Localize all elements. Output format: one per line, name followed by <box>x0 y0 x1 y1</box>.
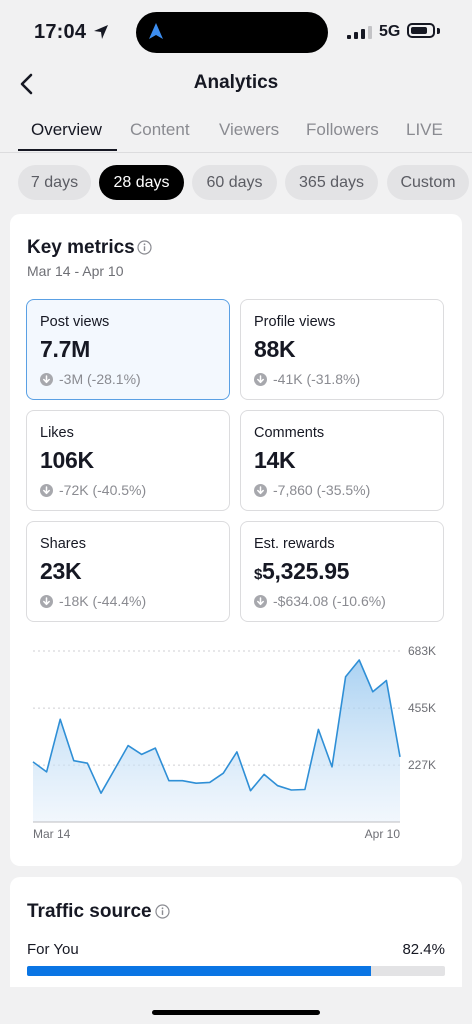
home-indicator[interactable] <box>152 1010 320 1015</box>
traffic-source-title: Traffic source <box>27 901 152 922</box>
key-metrics-title: Key metrics <box>27 237 135 258</box>
arrow-down-circle-icon <box>40 594 53 608</box>
location-arrow-icon <box>94 25 108 39</box>
chart-x-tick-label: Apr 10 <box>365 827 401 841</box>
metric-change-text: -7,860 (-35.5%) <box>273 482 371 498</box>
info-icon[interactable] <box>155 904 170 919</box>
metric-label: Profile views <box>254 314 336 330</box>
active-tab-indicator <box>18 149 117 151</box>
chart-area-fill <box>33 660 400 822</box>
traffic-progress-bar <box>27 966 445 976</box>
metric-tile-likes[interactable]: Likes 106K -72K (-40.5%) <box>26 410 230 511</box>
status-bar: 17:04 5G <box>0 0 472 62</box>
metric-tile-post-views[interactable]: Post views 7.7M -3M (-28.1%) <box>26 299 230 400</box>
chart-y-tick-label: 227K <box>408 758 436 772</box>
currency-symbol: $ <box>254 566 263 583</box>
post-views-chart[interactable]: 683K 455K 227K Mar 14 Apr 10 <box>10 639 462 849</box>
arrow-down-circle-icon <box>40 483 53 497</box>
metric-tile-shares[interactable]: Shares 23K -18K (-44.4%) <box>26 521 230 622</box>
battery-icon <box>407 23 435 38</box>
tab-followers[interactable]: Followers <box>306 120 379 139</box>
metric-change-text: -3M (-28.1%) <box>59 371 141 387</box>
metric-value: 7.7M <box>40 336 90 362</box>
chart-y-tick-label: 683K <box>408 644 436 658</box>
metric-tile-comments[interactable]: Comments 14K -7,860 (-35.5%) <box>240 410 444 511</box>
metric-value: 88K <box>254 336 296 362</box>
range-custom[interactable]: Custom <box>387 165 469 200</box>
tab-bar: Overview Content Viewers Followers LIVE <box>0 108 472 153</box>
arrow-down-circle-icon <box>254 483 267 497</box>
tab-viewers[interactable]: Viewers <box>219 120 280 139</box>
metric-value-number: 5,325.95 <box>262 558 350 584</box>
key-metrics-card: Key metrics Mar 14 - Apr 10 Post views 7… <box>10 214 462 866</box>
dynamic-island <box>136 12 328 53</box>
page-title: Analytics <box>193 72 279 93</box>
metric-change-text: -41K (-31.8%) <box>273 371 361 387</box>
metric-value: 106K <box>40 447 94 473</box>
traffic-progress-fill <box>27 966 372 976</box>
arrow-down-circle-icon <box>254 372 267 386</box>
back-button[interactable] <box>14 70 38 98</box>
metric-change: -72K (-40.5%) <box>40 482 146 498</box>
chevron-left-icon <box>20 73 33 95</box>
chart-x-tick-label: Mar 14 <box>33 827 71 841</box>
range-28-days[interactable]: 28 days <box>99 165 184 200</box>
metric-label: Likes <box>40 425 74 441</box>
info-icon[interactable] <box>137 240 152 255</box>
navigation-arrow-icon <box>149 23 163 39</box>
metric-change: -18K (-44.4%) <box>40 593 146 609</box>
chart-svg: 683K 455K 227K Mar 14 Apr 10 <box>32 644 436 841</box>
tab-overview[interactable]: Overview <box>31 120 102 139</box>
range-365-days[interactable]: 365 days <box>285 165 378 200</box>
range-7-days[interactable]: 7 days <box>18 165 91 200</box>
status-time: 17:04 <box>34 21 87 43</box>
metric-change: -3M (-28.1%) <box>40 371 141 387</box>
metric-label: Comments <box>254 425 325 441</box>
metric-change-text: -18K (-44.4%) <box>59 593 147 609</box>
date-range-selector: 7 days 28 days 60 days 365 days Custom <box>0 165 472 201</box>
home-area <box>0 987 472 1024</box>
metric-value: 23K <box>40 558 82 584</box>
metric-label: Post views <box>40 314 110 330</box>
tab-content[interactable]: Content <box>130 120 190 139</box>
metric-label: Shares <box>40 536 86 552</box>
arrow-down-circle-icon <box>254 594 267 608</box>
cellular-signal-icon <box>347 26 372 39</box>
metric-change-text: -$634.08 (-10.6%) <box>273 593 386 609</box>
battery-tip <box>437 28 440 34</box>
metric-tile-est-rewards[interactable]: Est. rewards $5,325.95 -$634.08 (-10.6%) <box>240 521 444 622</box>
metric-tile-profile-views[interactable]: Profile views 88K -41K (-31.8%) <box>240 299 444 400</box>
traffic-source-label: For You <box>27 941 79 958</box>
nav-header: Analytics <box>0 62 472 106</box>
traffic-source-card: Traffic source For You 82.4% <box>10 877 462 997</box>
chart-series-line <box>32 659 401 794</box>
metric-change: -$634.08 (-10.6%) <box>254 593 386 609</box>
arrow-down-circle-icon <box>40 372 53 386</box>
traffic-source-percent: 82.4% <box>402 941 445 958</box>
network-type: 5G <box>379 23 401 40</box>
chart-y-tick-label: 455K <box>408 701 436 715</box>
metric-value: 14K <box>254 447 296 473</box>
range-60-days[interactable]: 60 days <box>192 165 277 200</box>
metric-change-text: -72K (-40.5%) <box>59 482 147 498</box>
tab-live[interactable]: LIVE <box>406 120 443 139</box>
metric-value: $5,325.95 <box>254 558 349 585</box>
metric-change: -41K (-31.8%) <box>254 371 360 387</box>
metric-change: -7,860 (-35.5%) <box>254 482 370 498</box>
metric-label: Est. rewards <box>254 536 335 552</box>
date-range-label: Mar 14 - Apr 10 <box>27 263 124 279</box>
